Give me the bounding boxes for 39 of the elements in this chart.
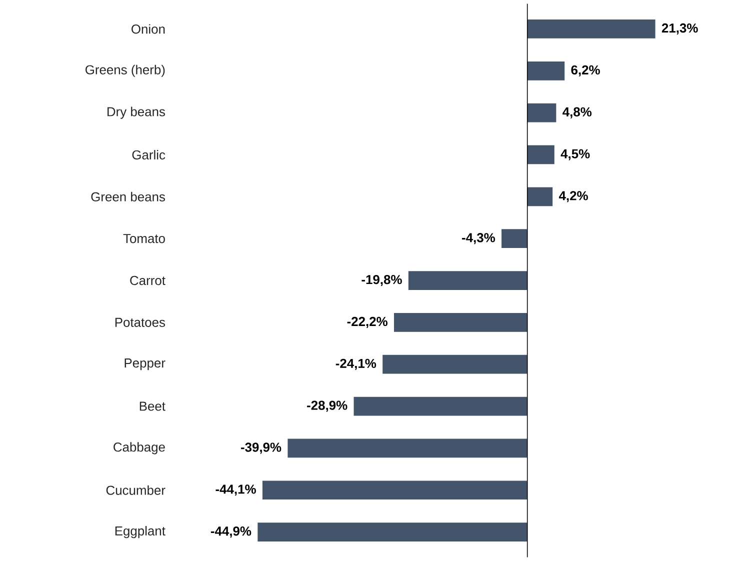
y-tick-label: Eggplant [115,526,166,538]
data-label: 21,3% [662,23,698,34]
data-label: -19,8% [362,274,402,286]
bar [527,187,553,206]
y-tick-label: Potatoes [115,318,166,327]
y-tick-label: Dry beans [108,106,166,119]
bar [408,271,528,290]
data-label: -22,2% [347,316,388,328]
bar [288,438,528,458]
bar [527,61,565,80]
bar [258,522,528,542]
bar [527,145,554,164]
y-tick-label: Tomato [123,234,165,244]
y-tick-label: Green beans [91,192,165,202]
y-tick-label: Carrot [130,276,166,286]
data-label: 4,2% [558,191,588,202]
bar [354,396,528,416]
y-tick-label: Beet [140,402,166,411]
data-label: -28,9% [307,400,348,412]
bar [394,312,528,332]
data-label: 6,2% [571,65,600,76]
bar [382,354,528,374]
data-label: -44,1% [216,484,256,496]
data-label: -39,9% [240,442,282,454]
y-tick-label: Garlic [132,150,166,160]
y-tick-label: Greens (herb) [86,64,165,77]
y-tick-label: Cucumber [106,485,166,495]
bar [527,20,656,38]
data-label: -4,3% [462,233,495,244]
bar [262,480,528,500]
y-tick-label: Cabbage [114,442,165,454]
data-label: 4,5% [560,149,590,160]
data-label: -44,9% [210,526,252,538]
bar [527,103,556,122]
y-tick-label: Onion [132,24,165,34]
y-tick-label: Pepper [124,358,166,370]
bar [502,229,528,248]
data-label: 4,8% [562,107,592,118]
data-label: -24,1% [336,358,376,370]
